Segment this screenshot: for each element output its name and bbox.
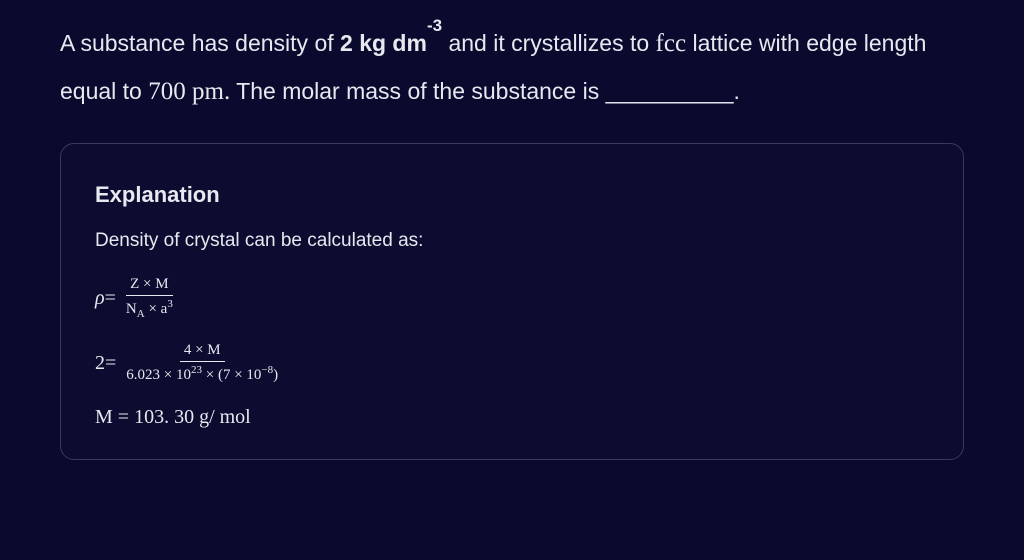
blank: __________ — [606, 78, 734, 104]
q-part4: The molar mass of the substance is — [230, 78, 605, 104]
q-part1: A substance has density of — [60, 30, 340, 56]
formula-substituted: 2 = 4 × M 6.023 × 1023 × (7 × 10−8) — [95, 342, 929, 384]
rho: ρ — [95, 287, 105, 310]
formula-result: M = 103. 30 g/ mol — [95, 406, 929, 429]
fraction-2: 4 × M 6.023 × 1023 × (7 × 10−8) — [122, 342, 282, 384]
lattice-type: fcc — [656, 30, 687, 57]
density-value: 2 kg dm — [340, 30, 427, 56]
q-end: . — [734, 78, 740, 104]
explanation-intro: Density of crystal can be calculated as: — [95, 230, 929, 252]
q-part2: and it crystallizes to — [442, 30, 655, 56]
density-exponent: -3 — [427, 16, 442, 35]
explanation-title: Explanation — [95, 182, 929, 208]
frac2-num: 4 × M — [180, 342, 225, 362]
frac2-den: 6.023 × 1023 × (7 × 10−8) — [122, 362, 282, 384]
fraction-1: Z × M NA × a3 — [122, 276, 177, 320]
lhs2: 2 — [95, 352, 105, 375]
explanation-box: Explanation Density of crystal can be ca… — [60, 143, 964, 460]
eq1: = — [105, 287, 116, 310]
formula-density: ρ = Z × M NA × a3 — [95, 276, 929, 320]
eq2: = — [105, 352, 116, 375]
edge-length: 700 pm. — [148, 78, 230, 105]
question-text: A substance has density of 2 kg dm-3 and… — [60, 20, 964, 115]
frac1-den: NA × a3 — [122, 296, 177, 320]
frac1-num: Z × M — [126, 276, 172, 296]
